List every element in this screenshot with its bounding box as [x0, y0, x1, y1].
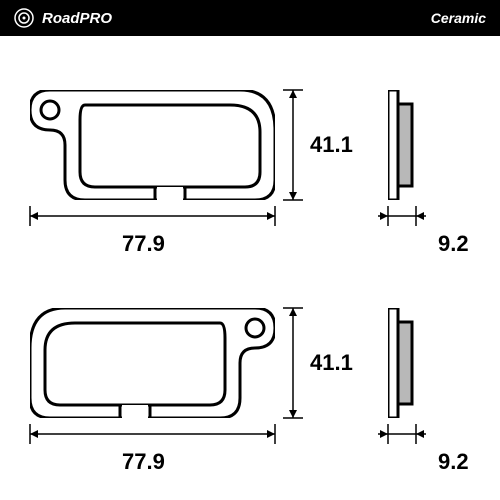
brand-name: RoadPRO [42, 10, 112, 27]
dim-width-label-0: 77.9 [122, 231, 165, 257]
dim-thick-1 [378, 424, 426, 446]
pad-front-1 [30, 308, 275, 418]
diagram-area: 41.1 77.9 9.2 [0, 36, 500, 500]
dim-thick-label-0: 9.2 [438, 231, 469, 257]
dim-height-label-1: 41.1 [310, 350, 353, 376]
pad-side-0 [388, 90, 414, 200]
dim-width-1 [28, 424, 277, 446]
dim-width-label-1: 77.9 [122, 449, 165, 475]
pad-side-1 [388, 308, 414, 418]
header-bar: RoadPRO Ceramic [0, 0, 500, 36]
pad-front-0 [30, 90, 275, 200]
material-label: Ceramic [431, 10, 486, 26]
dim-thick-0 [378, 206, 426, 228]
dim-height-label-0: 41.1 [310, 132, 353, 158]
brand: RoadPRO [14, 8, 112, 28]
brand-logo-icon [14, 8, 34, 28]
dim-height-0 [283, 84, 305, 206]
dim-height-1 [283, 302, 305, 424]
dim-width-0 [28, 206, 277, 228]
dim-thick-label-1: 9.2 [438, 449, 469, 475]
